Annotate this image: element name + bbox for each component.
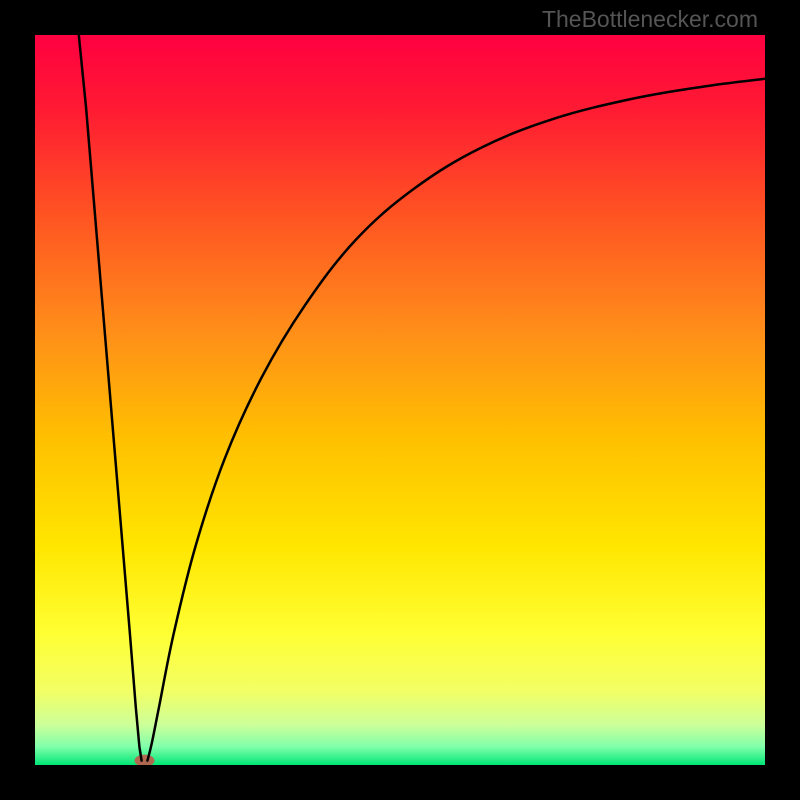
watermark-text: TheBottlenecker.com	[542, 6, 758, 33]
curve-layer	[35, 35, 765, 765]
minimum-marker	[135, 755, 155, 765]
plot-area	[35, 35, 765, 765]
curve-left-branch	[79, 35, 142, 761]
chart-container: TheBottlenecker.com	[0, 0, 800, 800]
curve-right-branch	[147, 79, 765, 761]
